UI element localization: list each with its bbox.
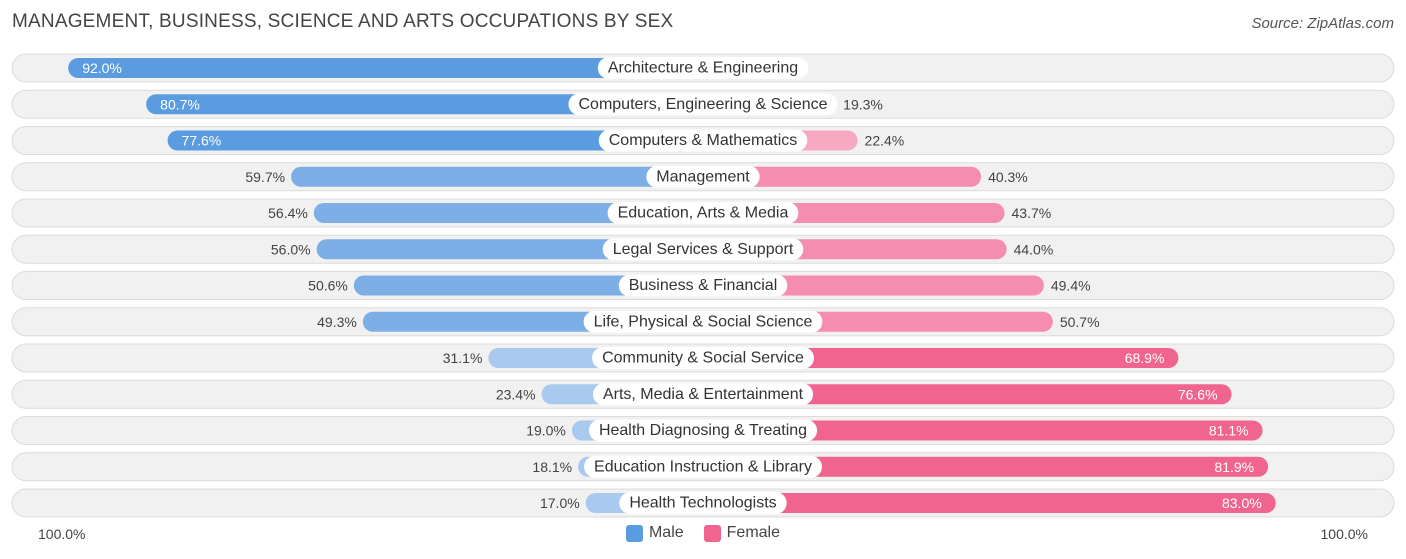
category-pill — [602, 238, 804, 261]
category-pill — [588, 419, 818, 442]
axis-right-label: 100.0% — [1320, 526, 1368, 542]
category-pill — [607, 202, 799, 224]
data-label-male: 92.0% — [82, 60, 122, 76]
category-pill — [583, 310, 823, 333]
bar-female — [703, 420, 1263, 441]
data-label-male: 23.4% — [496, 386, 536, 402]
category-pill — [597, 57, 809, 79]
data-label-female: 43.7% — [1012, 205, 1052, 221]
chart-title: MANAGEMENT, BUSINESS, SCIENCE AND ARTS O… — [12, 11, 674, 32]
bar-male — [353, 275, 703, 296]
data-label-female: 40.3% — [988, 169, 1028, 185]
diverging-bar-chart: 92.0%8.0%Architecture & Engineering80.7%… — [11, 53, 1395, 518]
category-pill — [592, 347, 814, 369]
legend-swatch-male — [625, 524, 643, 542]
bar-male — [167, 130, 703, 151]
category-label: Architecture & Engineering — [608, 60, 798, 77]
data-label-female: 50.7% — [1060, 314, 1100, 330]
data-label-male: 56.0% — [271, 241, 311, 257]
bar-female — [703, 384, 1232, 405]
category-label: Community & Social Service — [602, 350, 804, 367]
bar-female — [703, 493, 1276, 513]
category-label: Legal Services & Support — [613, 241, 794, 258]
data-label-female: 49.4% — [1051, 278, 1091, 294]
category-label: Arts, Media & Entertainment — [603, 386, 804, 403]
data-label-male: 18.1% — [532, 459, 572, 475]
bar-female — [703, 166, 982, 187]
data-label-male: 17.0% — [540, 495, 580, 511]
bar-male — [291, 166, 703, 187]
data-label-male: 77.6% — [182, 133, 222, 149]
bar-female — [703, 348, 1179, 368]
bar-female — [703, 275, 1044, 296]
category-label: Education, Arts & Media — [618, 205, 789, 222]
data-label-female: 81.1% — [1209, 423, 1249, 439]
category-label: Computers & Mathematics — [609, 132, 798, 149]
data-label-female: 44.0% — [1014, 241, 1054, 257]
category-label: Business & Financial — [629, 277, 778, 294]
data-label-male: 19.0% — [526, 423, 566, 439]
data-label-female: 68.9% — [1125, 350, 1165, 366]
data-label-male: 56.4% — [268, 205, 308, 221]
bar-male — [313, 203, 703, 223]
category-label: Health Diagnosing & Treating — [599, 422, 807, 439]
category-pill — [619, 492, 787, 514]
data-label-male: 49.3% — [317, 314, 357, 330]
data-label-female: 19.3% — [843, 96, 883, 112]
category-label: Life, Physical & Social Science — [594, 313, 813, 330]
bar-female — [703, 456, 1269, 477]
legend-item-male: Male — [625, 524, 684, 542]
category-pill — [584, 455, 822, 478]
category-label: Education Instruction & Library — [594, 458, 812, 475]
category-label: Management — [656, 168, 750, 185]
bar-male — [146, 94, 704, 115]
bar-male — [68, 58, 703, 78]
category-pill — [598, 129, 808, 152]
category-pill — [592, 383, 814, 406]
data-label-female: 22.4% — [865, 133, 905, 149]
legend-swatch-female — [703, 524, 721, 542]
legend-item-female: Female — [703, 524, 781, 542]
data-label-male: 31.1% — [443, 350, 483, 366]
axis-left-label: 100.0% — [38, 526, 86, 542]
data-label-male: 59.7% — [245, 169, 285, 185]
data-label-female: 83.0% — [1222, 495, 1262, 511]
legend-label-male: Male — [648, 524, 684, 541]
category-pill — [618, 274, 788, 297]
category-label: Health Technologists — [629, 495, 776, 512]
category-pill — [646, 165, 760, 188]
legend: Male Female — [0, 524, 1406, 542]
legend-label-female: Female — [726, 524, 781, 541]
category-label: Computers, Engineering & Science — [578, 96, 827, 113]
data-label-female: 76.6% — [1178, 386, 1218, 402]
category-pill — [568, 93, 838, 116]
data-label-male: 80.7% — [160, 96, 200, 112]
data-label-male: 50.6% — [308, 278, 348, 294]
data-label-female: 81.9% — [1214, 459, 1254, 475]
source-note: Source: ZipAtlas.com — [1251, 15, 1394, 32]
